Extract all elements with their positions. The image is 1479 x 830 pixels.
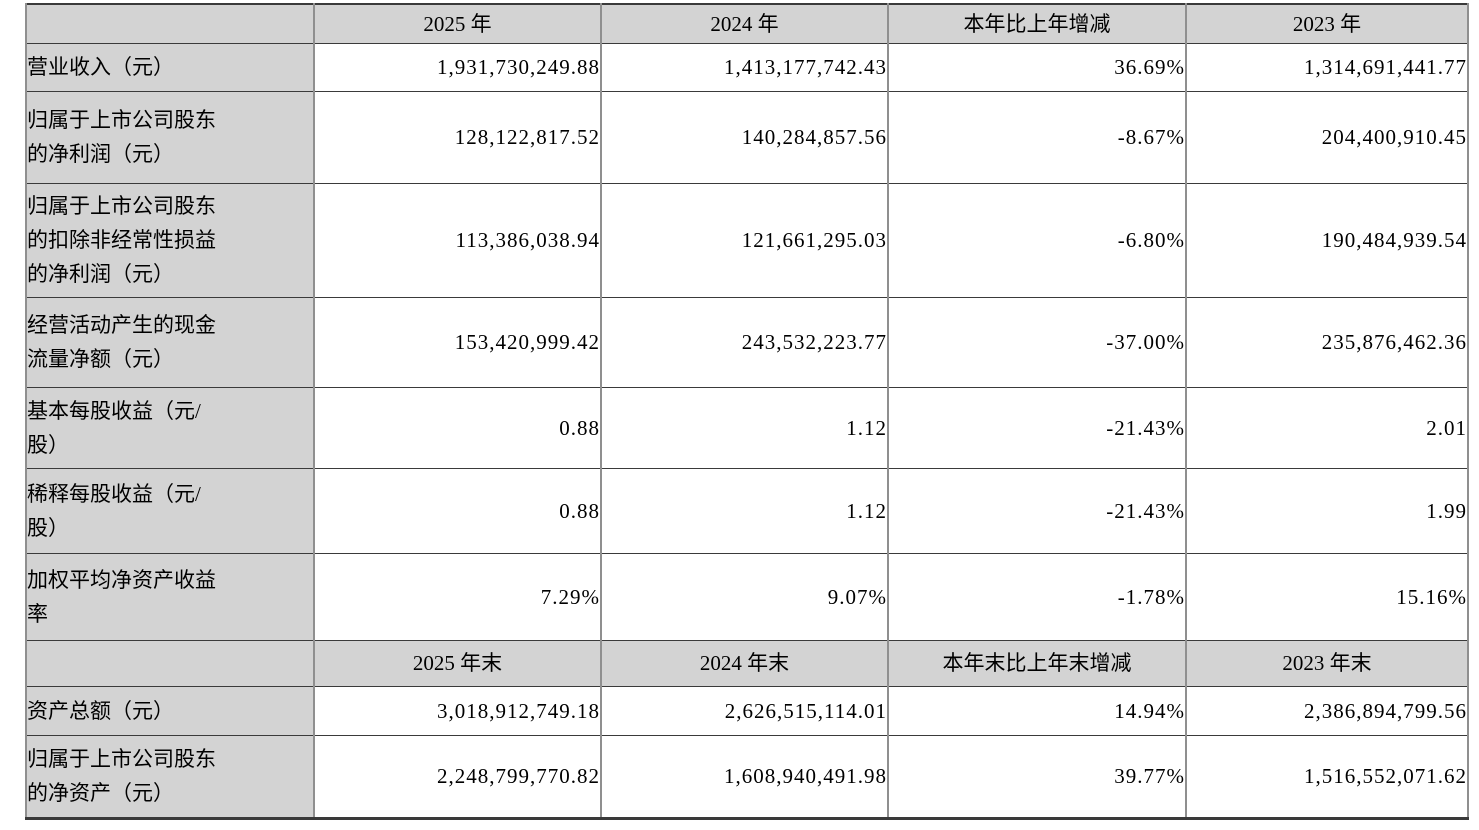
table-row-basic-eps: 基本每股收益（元/ 股） 0.88 1.12 -21.43% 2.01 — [25, 386, 1468, 468]
row-label: 稀释每股收益（元/ 股） — [25, 467, 314, 553]
value-2025: 113,386,038.94 — [313, 182, 601, 297]
value-2025: 2,248,799,770.82 — [313, 734, 601, 818]
value-2024: 1.12 — [600, 467, 888, 553]
value-2024: 2,626,515,114.01 — [600, 685, 888, 735]
value-change: -37.00% — [887, 296, 1186, 387]
col-header-yoy-change: 本年比上年增减 — [887, 3, 1186, 43]
value-2025: 0.88 — [313, 467, 601, 553]
value-change: 39.77% — [887, 734, 1186, 818]
value-2025: 128,122,817.52 — [313, 90, 601, 183]
value-change: -21.43% — [887, 467, 1186, 553]
value-2024: 140,284,857.56 — [600, 90, 888, 183]
value-2023: 2,386,894,799.56 — [1185, 685, 1468, 735]
row-label: 营业收入（元） — [25, 42, 314, 91]
row-label: 归属于上市公司股东 的净利润（元） — [25, 90, 314, 183]
value-2023: 190,484,939.54 — [1185, 182, 1468, 297]
value-change: 36.69% — [887, 42, 1186, 91]
value-2023: 1.99 — [1185, 467, 1468, 553]
value-2025: 153,420,999.42 — [313, 296, 601, 387]
table-row-total-assets: 资产总额（元） 3,018,912,749.18 2,626,515,114.0… — [25, 685, 1468, 735]
col-header-2024-end: 2024 年末 — [600, 639, 888, 686]
value-2023: 1,314,691,441.77 — [1185, 42, 1468, 91]
table-row-net-profit: 归属于上市公司股东 的净利润（元） 128,122,817.52 140,284… — [25, 90, 1468, 183]
header-row-yearend: 2025 年末 2024 年末 本年末比上年末增减 2023 年末 — [25, 639, 1468, 686]
header-row-annual: 2025 年 2024 年 本年比上年增减 2023 年 — [25, 3, 1468, 43]
table-row-diluted-eps: 稀释每股收益（元/ 股） 0.88 1.12 -21.43% 1.99 — [25, 467, 1468, 553]
row-label: 资产总额（元） — [25, 685, 314, 735]
financial-summary-table: 2025 年 2024 年 本年比上年增减 2023 年 营业收入（元） 1,9… — [25, 3, 1469, 820]
value-2025: 0.88 — [313, 386, 601, 468]
row-label: 经营活动产生的现金 流量净额（元） — [25, 296, 314, 387]
row-label: 归属于上市公司股东 的扣除非经常性损益 的净利润（元） — [25, 182, 314, 297]
value-change: 14.94% — [887, 685, 1186, 735]
col-header-2025-end: 2025 年末 — [313, 639, 601, 686]
value-change: -1.78% — [887, 552, 1186, 640]
row-label: 加权平均净资产收益 率 — [25, 552, 314, 640]
value-change: -21.43% — [887, 386, 1186, 468]
value-2025: 3,018,912,749.18 — [313, 685, 601, 735]
value-2025: 7.29% — [313, 552, 601, 640]
table-row-operating-cash-flow: 经营活动产生的现金 流量净额（元） 153,420,999.42 243,532… — [25, 296, 1468, 387]
row-label: 归属于上市公司股东 的净资产（元） — [25, 734, 314, 818]
value-2023: 235,876,462.36 — [1185, 296, 1468, 387]
col-header-2024: 2024 年 — [600, 3, 888, 43]
table-row-weighted-avg-roe: 加权平均净资产收益 率 7.29% 9.07% -1.78% 15.16% — [25, 552, 1468, 640]
col-header-2023-end: 2023 年末 — [1185, 639, 1468, 686]
value-2024: 1,413,177,742.43 — [600, 42, 888, 91]
col-header-2025: 2025 年 — [313, 3, 601, 43]
value-2023: 2.01 — [1185, 386, 1468, 468]
col-header-2023: 2023 年 — [1185, 3, 1468, 43]
header-blank-cell — [25, 3, 314, 43]
value-2024: 243,532,223.77 — [600, 296, 888, 387]
value-2023: 15.16% — [1185, 552, 1468, 640]
value-change: -6.80% — [887, 182, 1186, 297]
col-header-yearend-change: 本年末比上年末增减 — [887, 639, 1186, 686]
table-row-net-assets: 归属于上市公司股东 的净资产（元） 2,248,799,770.82 1,608… — [25, 734, 1468, 818]
value-2025: 1,931,730,249.88 — [313, 42, 601, 91]
table-row-net-profit-excl-nonrecurring: 归属于上市公司股东 的扣除非经常性损益 的净利润（元） 113,386,038.… — [25, 182, 1468, 297]
row-label: 基本每股收益（元/ 股） — [25, 386, 314, 468]
value-change: -8.67% — [887, 90, 1186, 183]
value-2024: 9.07% — [600, 552, 888, 640]
value-2024: 1.12 — [600, 386, 888, 468]
value-2024: 121,661,295.03 — [600, 182, 888, 297]
value-2023: 1,516,552,071.62 — [1185, 734, 1468, 818]
header-blank-cell — [25, 639, 314, 686]
value-2023: 204,400,910.45 — [1185, 90, 1468, 183]
table-row-revenue: 营业收入（元） 1,931,730,249.88 1,413,177,742.4… — [25, 42, 1468, 91]
value-2024: 1,608,940,491.98 — [600, 734, 888, 818]
